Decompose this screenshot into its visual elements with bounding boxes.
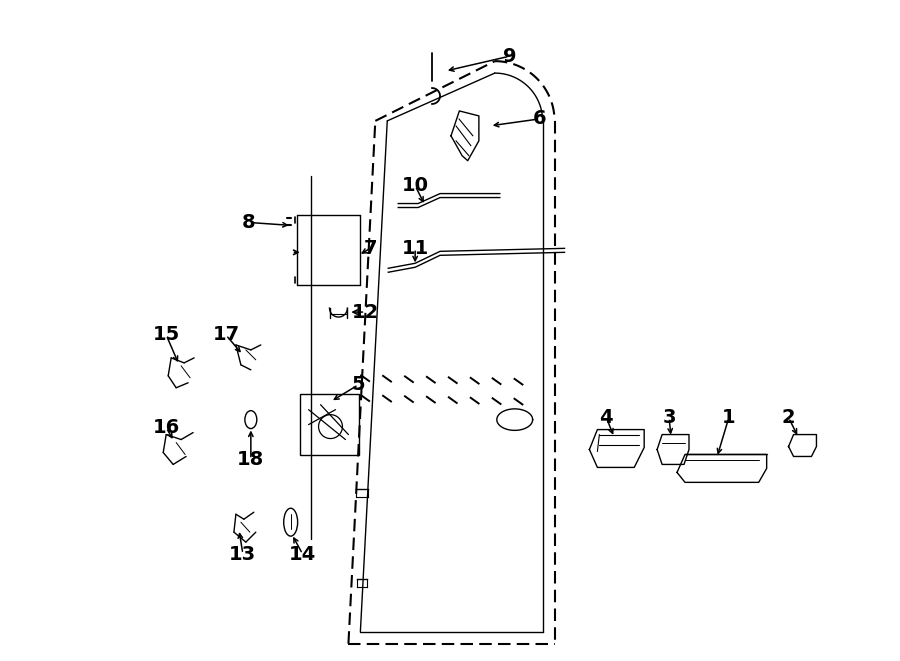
Text: 11: 11 [401, 239, 428, 258]
Text: 15: 15 [153, 325, 180, 344]
Text: 5: 5 [352, 375, 365, 394]
FancyBboxPatch shape [300, 394, 359, 455]
Text: 2: 2 [782, 408, 796, 427]
Ellipse shape [245, 410, 256, 428]
Text: 8: 8 [242, 213, 256, 232]
Text: 3: 3 [662, 408, 676, 427]
Text: 14: 14 [289, 545, 316, 564]
Text: 16: 16 [153, 418, 180, 437]
Text: 17: 17 [212, 325, 239, 344]
Text: 7: 7 [364, 239, 377, 258]
Text: 4: 4 [599, 408, 613, 427]
Text: 13: 13 [230, 545, 256, 564]
Text: 18: 18 [238, 450, 265, 469]
Text: 1: 1 [722, 408, 735, 427]
Text: 12: 12 [352, 303, 379, 322]
Text: 6: 6 [533, 109, 546, 128]
Ellipse shape [284, 508, 298, 536]
Text: 9: 9 [503, 47, 517, 65]
Text: 10: 10 [401, 176, 428, 195]
